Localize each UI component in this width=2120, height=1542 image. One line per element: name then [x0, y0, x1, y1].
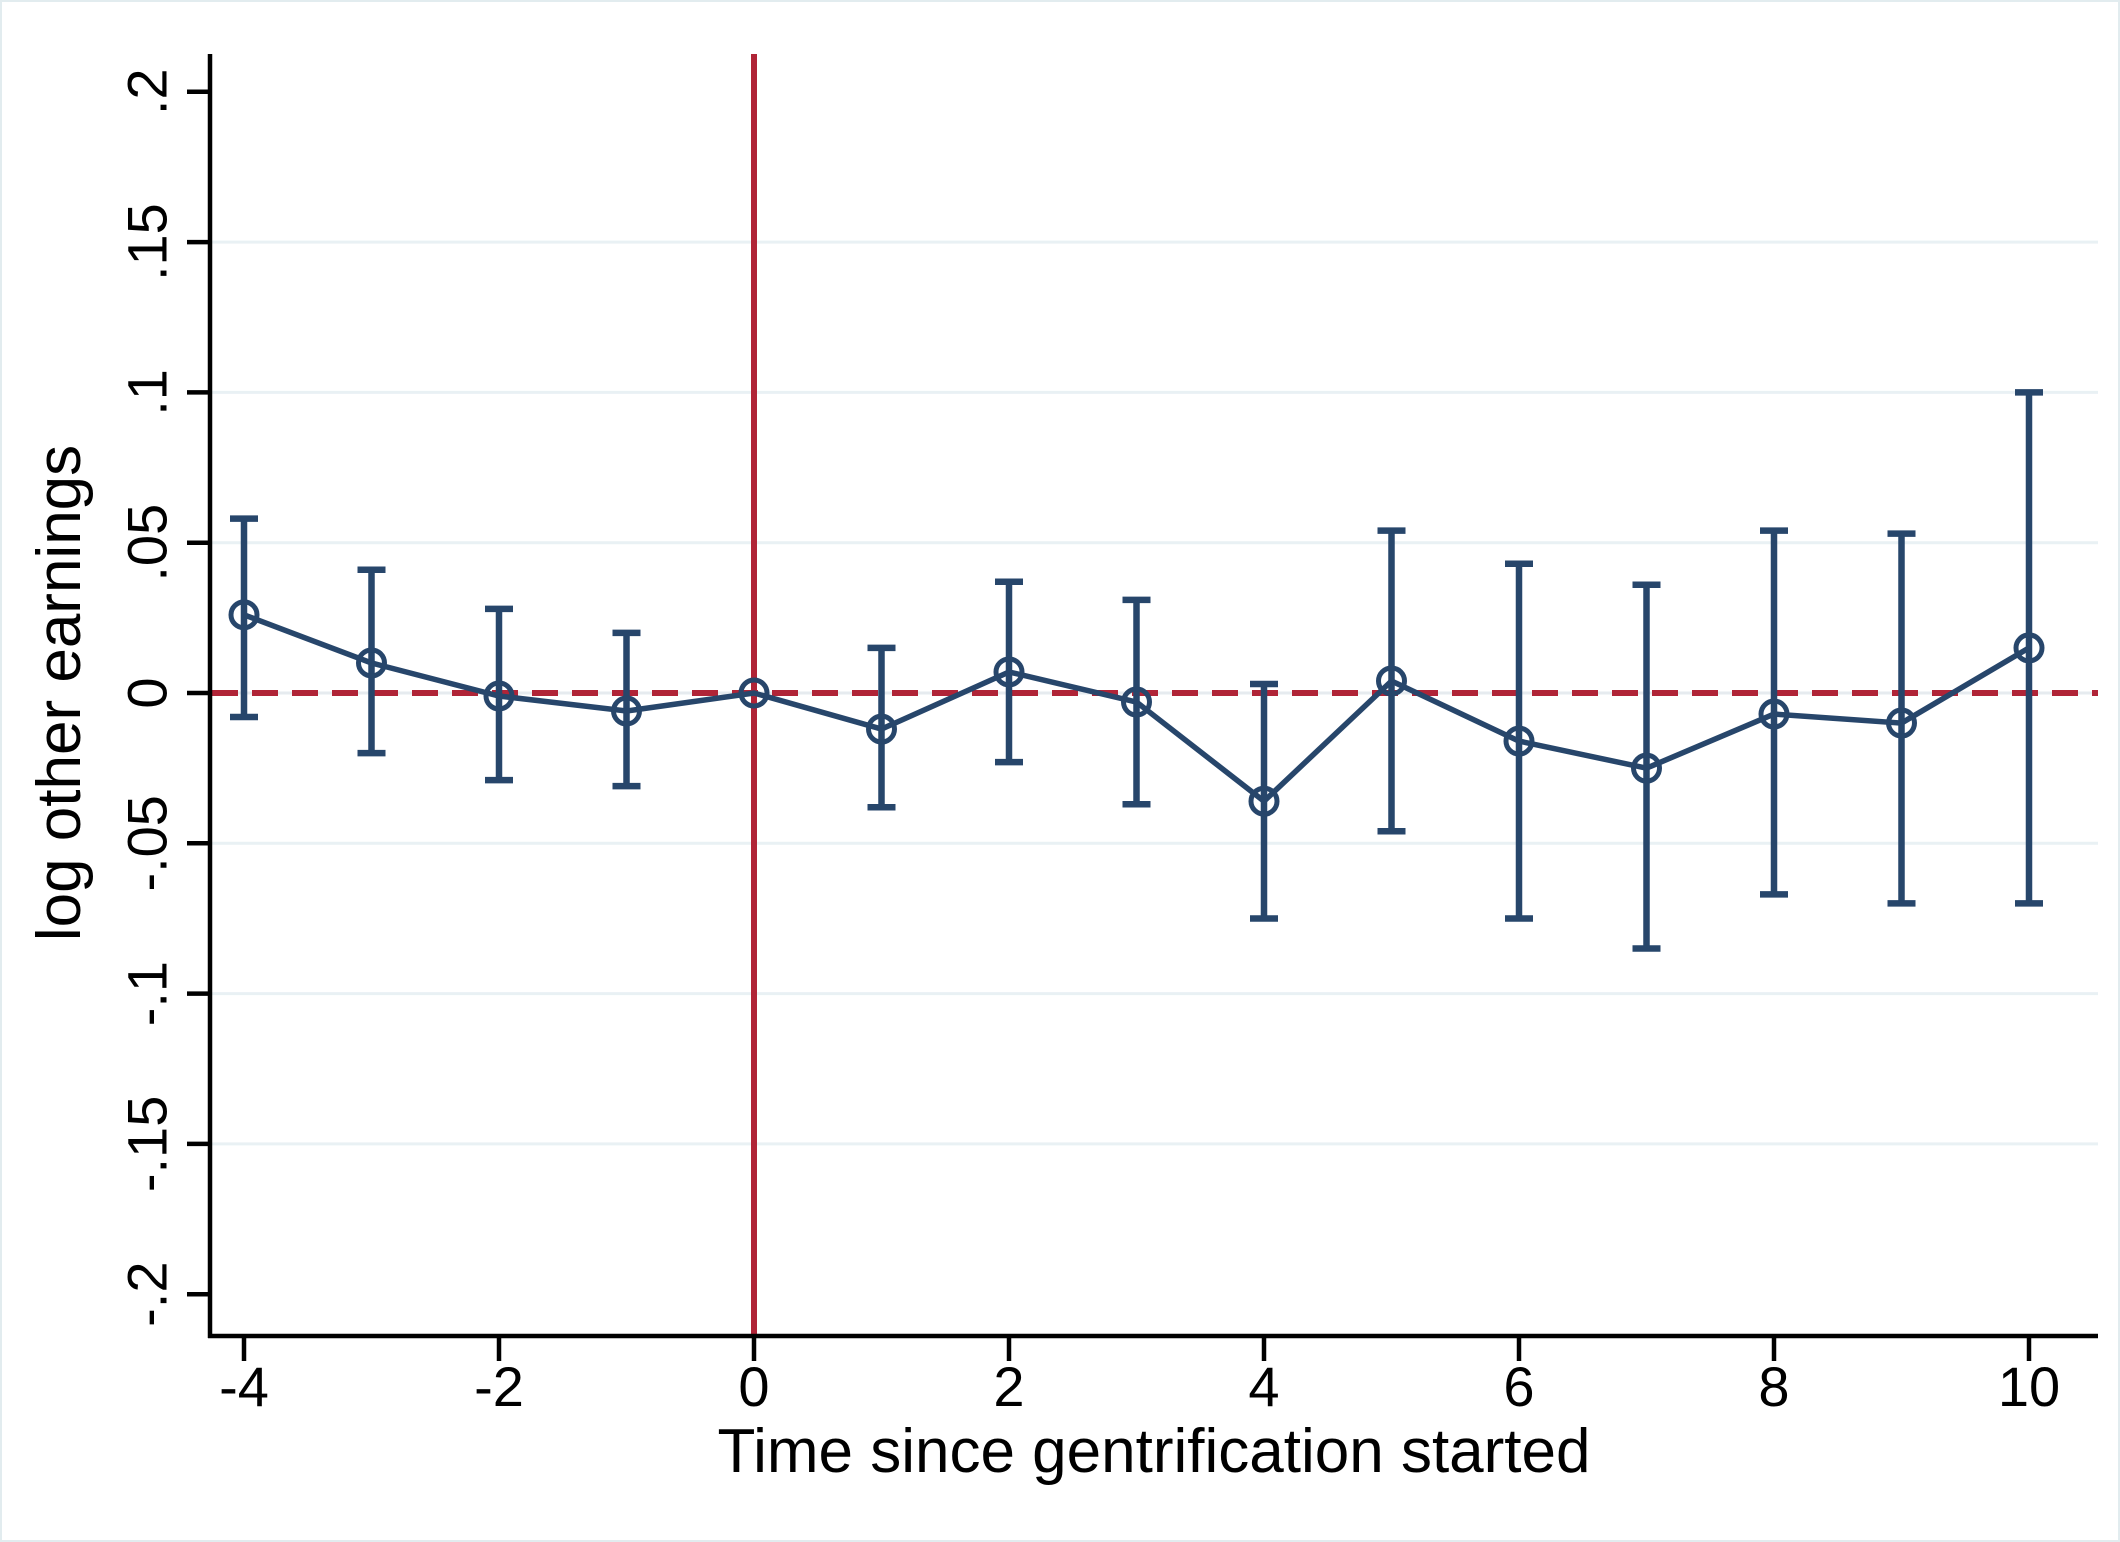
- y-tick-label: -.1: [116, 961, 179, 1026]
- x-tick-label: -4: [219, 1355, 269, 1418]
- x-tick-label: 0: [738, 1355, 769, 1418]
- data-point-marker: [483, 680, 515, 712]
- confidence-intervals-layer: [230, 389, 2043, 952]
- data-point-marker: [1758, 698, 1790, 730]
- x-axis-title: Time since gentrification started: [718, 1417, 1591, 1486]
- data-point-marker: [1503, 725, 1535, 757]
- data-point-marker: [1376, 665, 1407, 697]
- data-point-marker: [1631, 752, 1662, 784]
- y-tick-label: .15: [116, 203, 179, 281]
- data-point-marker: [1121, 686, 1152, 718]
- x-tick-label: 6: [1503, 1355, 1534, 1418]
- data-point-marker: [993, 656, 1025, 688]
- x-tick-label: -2: [474, 1355, 524, 1418]
- y-tick-label: -.05: [116, 795, 179, 892]
- data-point-marker: [1886, 707, 1917, 739]
- y-tick-label: 0: [116, 677, 179, 708]
- data-point-marker: [1248, 785, 1280, 817]
- data-point-marker: [228, 599, 260, 631]
- data-point-marker: [738, 677, 770, 709]
- data-point-marker: [866, 713, 897, 745]
- y-tick-label: .05: [116, 504, 179, 582]
- x-tick-label: 2: [993, 1355, 1024, 1418]
- series-layer: [228, 599, 2045, 817]
- data-point-marker: [611, 695, 642, 727]
- axes-layer: .2 .15 .1 .05 0 -.05 -.1 -.15 -.2 -4 -2 0 2 4 6 8 10: [116, 54, 2098, 1418]
- y-tick-label: -.15: [116, 1096, 179, 1193]
- x-tick-label: 8: [1758, 1355, 1789, 1418]
- coefficient-line: [243, 612, 2031, 805]
- y-tick-label: -.2: [116, 1262, 179, 1327]
- x-tick-label: 4: [1248, 1355, 1279, 1418]
- x-tick-label: 10: [1998, 1355, 2060, 1418]
- y-tick-label: .1: [116, 369, 179, 416]
- data-point-marker: [2013, 632, 2045, 664]
- y-axis-title: log other earnings: [25, 445, 94, 941]
- y-tick-label: .2: [116, 68, 179, 115]
- gridlines-layer: [212, 240, 2098, 1146]
- data-point-marker: [356, 647, 387, 679]
